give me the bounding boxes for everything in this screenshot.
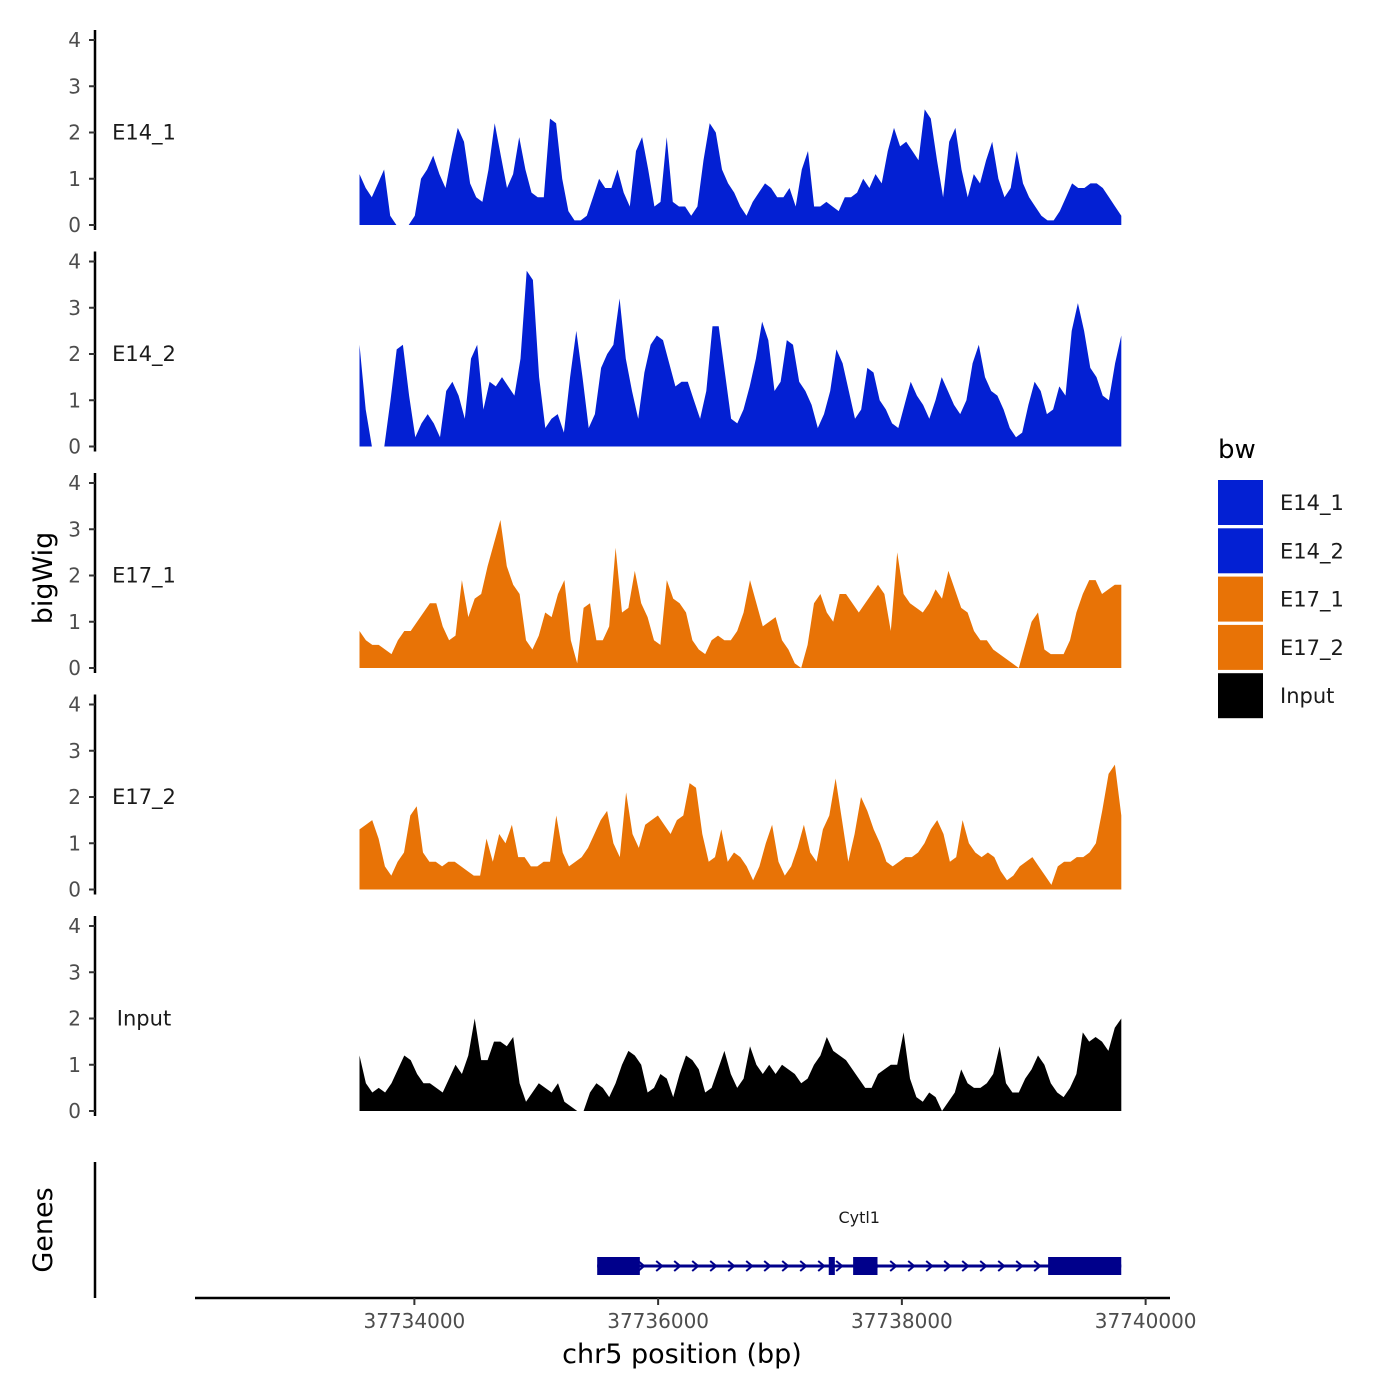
y-tick-label-E14_1-4: 4 [68, 28, 81, 52]
x-tick-label-37740000: 37740000 [1095, 1309, 1197, 1333]
exon-4 [1048, 1257, 1122, 1275]
y-axis-title: bigWig [28, 532, 59, 625]
strand-arrow [799, 1260, 808, 1272]
strand-arrow [691, 1260, 700, 1272]
legend-label-E14_1: E14_1 [1280, 491, 1344, 516]
strand-arrow [709, 1260, 718, 1272]
track-label-E14_1: E14_1 [112, 121, 176, 146]
y-tick-label-Input-3: 3 [68, 960, 81, 984]
y-tick-label-Input-1: 1 [68, 1053, 81, 1077]
y-tick-label-E17_2-1: 1 [68, 831, 81, 855]
exon-2 [828, 1257, 835, 1275]
strand-arrow [727, 1260, 736, 1272]
genes-panel: Cytl1 [93, 1162, 1122, 1298]
strand-arrow [889, 1260, 898, 1272]
exon-1 [597, 1257, 640, 1275]
legend-label-E17_1: E17_1 [1280, 588, 1344, 613]
exon-3 [853, 1257, 878, 1275]
legend-key-E14_1 [1218, 480, 1263, 525]
track-Input: 0 1 2 3 4 Input [68, 914, 1122, 1123]
x-tick-label-37738000: 37738000 [851, 1309, 953, 1333]
y-tick-label-E14_1-3: 3 [68, 74, 81, 98]
track-label-E17_2: E17_2 [112, 785, 176, 810]
legend-label-E14_2: E14_2 [1280, 539, 1344, 564]
legend-title: bw [1218, 435, 1256, 465]
track-label-E14_2: E14_2 [112, 342, 176, 367]
y-tick-label-Input-2: 2 [68, 1007, 81, 1031]
x-tick-label-37736000: 37736000 [607, 1309, 709, 1333]
y-tick-label-E14_1-0: 0 [68, 213, 81, 237]
strand-arrow [943, 1260, 952, 1272]
y-tick-label-E17_2-3: 3 [68, 739, 81, 763]
legend-label-E17_2: E17_2 [1280, 636, 1344, 661]
strand-arrow [925, 1260, 934, 1272]
strand-arrow [979, 1260, 988, 1272]
track-label-E17_1: E17_1 [112, 564, 176, 589]
strand-arrow [637, 1260, 646, 1272]
y-tick-label-E17_1-3: 3 [68, 517, 81, 541]
y-tick-label-Input-0: 0 [68, 1099, 81, 1123]
y-tick-label-E17_2-2: 2 [68, 785, 81, 809]
track-E17_1: 0 1 2 3 4 E17_1 [68, 471, 1122, 680]
y-tick-label-E17_2-4: 4 [68, 693, 81, 717]
y-tick-label-E14_2-3: 3 [68, 296, 81, 320]
track-label-Input: Input [117, 1007, 171, 1031]
y-tick-label-E14_2-1: 1 [68, 388, 81, 412]
y-tick-label-E17_1-1: 1 [68, 610, 81, 634]
strand-arrow [763, 1260, 772, 1272]
strand-arrow [907, 1260, 916, 1272]
gene-model [597, 1257, 1122, 1275]
strand-arrow [655, 1260, 664, 1272]
strand-arrow [1015, 1260, 1024, 1272]
y-tick-label-E14_2-4: 4 [68, 250, 81, 274]
x-axis-title: chr5 position (bp) [562, 1339, 802, 1370]
strand-arrow [961, 1260, 970, 1272]
track-E17_2: 0 1 2 3 4 E17_2 [68, 693, 1122, 902]
legend-key-E14_2 [1218, 528, 1263, 574]
strand-arrow [745, 1260, 754, 1272]
coverage-area-E17_2 [359, 764, 1122, 890]
coverage-area-E17_1 [359, 520, 1122, 668]
legend-label-Input: Input [1280, 684, 1334, 708]
x-axis: 37734000 37736000 37738000 37740000 [195, 1296, 1197, 1333]
y-tick-label-E17_1-0: 0 [68, 656, 81, 680]
y-tick-label-E17_1-2: 2 [68, 564, 81, 588]
y-tick-label-E14_1-2: 2 [68, 121, 81, 145]
strand-arrow [997, 1260, 1006, 1272]
y-tick-label-Input-4: 4 [68, 914, 81, 938]
legend: bw E14_1 E14_2 E17_1 E17_2 Input [1218, 435, 1344, 719]
strand-arrow [673, 1260, 682, 1272]
genes-axis-title: Genes [28, 1187, 59, 1272]
strand-arrow [817, 1260, 826, 1272]
gene-label: Cytl1 [838, 1208, 880, 1227]
track-E14_2: 0 1 2 3 4 E14_2 [68, 250, 1122, 459]
track-E14_1: 0 1 2 3 4 E14_1 [68, 28, 1122, 237]
y-tick-label-E17_1-4: 4 [68, 471, 81, 495]
y-tick-label-E14_2-0: 0 [68, 435, 81, 459]
strand-arrow [835, 1260, 844, 1272]
y-tick-label-E14_1-1: 1 [68, 167, 81, 191]
legend-key-E17_2 [1218, 624, 1263, 670]
legend-key-E17_1 [1218, 576, 1263, 622]
legend-key-Input [1218, 673, 1263, 719]
coverage-tracks: 0 1 2 3 4 E14_1 0 1 2 3 4 E14_2 0 1 2 3 4 E17_1 0 1 2 3 4 E17_2… [68, 28, 1122, 1123]
strand-arrow [781, 1260, 790, 1272]
x-tick-label-37734000: 37734000 [363, 1309, 465, 1333]
y-tick-label-E17_2-0: 0 [68, 878, 81, 902]
y-tick-label-E14_2-2: 2 [68, 342, 81, 366]
coverage-area-E14_2 [359, 270, 1122, 447]
coverage-area-E14_1 [359, 109, 1122, 225]
coverage-area-Input [359, 1018, 1122, 1111]
strand-arrow [1033, 1260, 1042, 1272]
